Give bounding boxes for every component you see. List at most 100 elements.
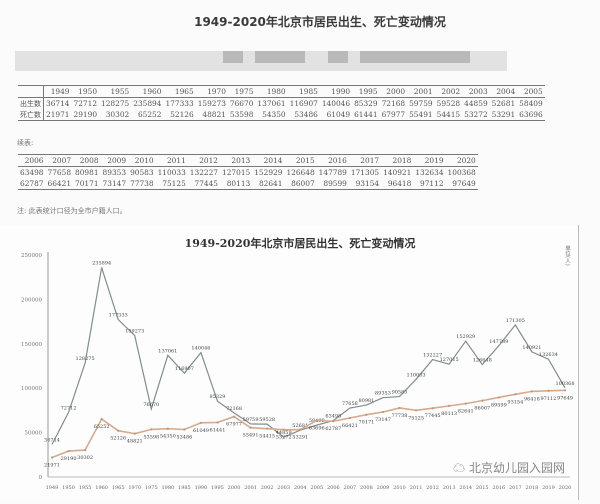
x-tick-label: 2013: [443, 485, 456, 491]
data-label: 90583: [392, 390, 408, 396]
data-label: 100368: [555, 381, 574, 387]
year-header: 2008: [73, 154, 101, 167]
year-header: 1975: [227, 85, 256, 98]
data-label: 80981: [358, 398, 374, 404]
data-point: [431, 407, 434, 410]
x-tick-label: 1970: [128, 485, 141, 491]
table-cell: 75125: [162, 179, 186, 188]
data-label: 93154: [507, 399, 523, 405]
table-cell: 53598: [229, 110, 254, 119]
data-point: [514, 393, 517, 396]
data-label: 67977: [226, 422, 242, 428]
data-label: 54415: [259, 434, 275, 440]
table-cell: 44859: [464, 99, 488, 108]
data-table-1: 1949 1950 1955 1960 1965 1970 1975 1980 1985 1990…: [18, 85, 545, 121]
year-header: 2011: [155, 154, 188, 167]
table-cell: 80113: [226, 179, 251, 188]
chart-svg: 1949-2020年北京市居民出生、死亡变动情况 0 50000 100000 1500…: [21, 236, 575, 491]
data-point: [547, 389, 550, 392]
data-label: 127015: [440, 357, 459, 363]
row-label-deaths: 死亡数: [18, 109, 44, 121]
data-label: 21971: [44, 462, 60, 468]
table-cell: 77738: [130, 179, 154, 188]
year-header: 2015: [284, 154, 317, 167]
data-label: 86007: [474, 406, 490, 412]
data-label: 89599: [491, 402, 507, 408]
table-cell: 70171: [75, 179, 99, 188]
data-label: 55491: [243, 433, 259, 439]
table-cell: 97649: [452, 179, 476, 188]
data-point: [365, 413, 368, 416]
births-line: [51, 267, 566, 445]
redacted-banner: [15, 51, 507, 71]
table-cell: 53272: [464, 110, 488, 119]
x-tick-label: 1990: [195, 485, 208, 491]
table-cell: 128275: [101, 99, 130, 108]
year-header: 2004: [489, 85, 518, 98]
data-label: 75125: [408, 415, 424, 421]
x-tick-label: 1985: [178, 485, 191, 491]
data-label: 72168: [226, 406, 242, 412]
data-label: 52126: [110, 436, 126, 442]
year-header: 2017: [348, 154, 382, 167]
x-tick-label: 1995: [211, 485, 224, 491]
x-tick-label: 2004: [294, 485, 307, 491]
x-tick-label: 2009: [377, 485, 390, 491]
x-tick-label: 2018: [526, 485, 539, 491]
data-label: 85329: [210, 394, 226, 400]
data-label: 126648: [473, 358, 492, 364]
data-point: [199, 421, 203, 424]
year-header: 2006: [18, 154, 46, 167]
table-cell: 132634: [415, 168, 444, 177]
year-header: 1950: [71, 85, 100, 98]
table-cell: 29190: [73, 110, 98, 119]
x-tick-label: 2014: [459, 485, 472, 491]
table-cell: 63696: [519, 110, 543, 119]
x-tick-label: 1965: [112, 485, 125, 491]
year-header: 1980: [255, 85, 288, 98]
year-header: 1955: [99, 85, 132, 98]
data-point: [448, 404, 451, 407]
year-header: 1985: [287, 85, 320, 98]
data-label: 97649: [557, 395, 573, 401]
data-label: 53598: [143, 434, 159, 440]
data-label: 70171: [358, 420, 374, 426]
data-point: [50, 456, 54, 459]
table-cell: 73147: [102, 179, 127, 188]
y-tick-label: 200000: [21, 297, 42, 303]
y-tick-label: 250000: [21, 253, 42, 259]
table-cell: 61441: [354, 110, 378, 119]
year-header: 2005: [517, 85, 545, 98]
x-tick-label: 2012: [426, 485, 439, 491]
data-label: 76670: [143, 402, 159, 408]
data-label: 140046: [191, 346, 210, 352]
table-cell: 110033: [157, 168, 186, 177]
data-label: 128275: [76, 356, 95, 362]
table-cell: 90583: [130, 168, 154, 177]
data-point: [166, 427, 169, 430]
table-cell: 126648: [286, 168, 315, 177]
year-header: 1970: [195, 85, 228, 98]
table-cell: 54415: [436, 110, 461, 119]
table-cell: 140921: [383, 168, 412, 177]
table-cell: 171305: [350, 168, 380, 177]
data-point: [133, 432, 136, 435]
data-label: 110033: [407, 372, 426, 378]
data-label: 159273: [125, 329, 144, 335]
y-tick-label: 100000: [21, 386, 42, 392]
table-cell: 72168: [381, 99, 406, 108]
x-tick-label: 2008: [360, 485, 373, 491]
table-cell: 132227: [189, 168, 219, 177]
data-label: 59528: [259, 417, 275, 423]
table-cell: 30302: [105, 110, 130, 119]
x-tick-label: 2019: [542, 485, 555, 491]
table-cell: 82641: [258, 179, 283, 188]
data-label: 152929: [456, 334, 475, 340]
data-point: [563, 389, 567, 392]
data-label: 54350: [160, 434, 176, 440]
y-tick-label: 0: [39, 475, 43, 481]
data-label: 97112: [540, 396, 556, 402]
data-point: [150, 428, 153, 431]
table-note: 注: 此表统计口径为全市户籍人口。: [17, 207, 127, 215]
year-header: 2000: [379, 85, 408, 98]
